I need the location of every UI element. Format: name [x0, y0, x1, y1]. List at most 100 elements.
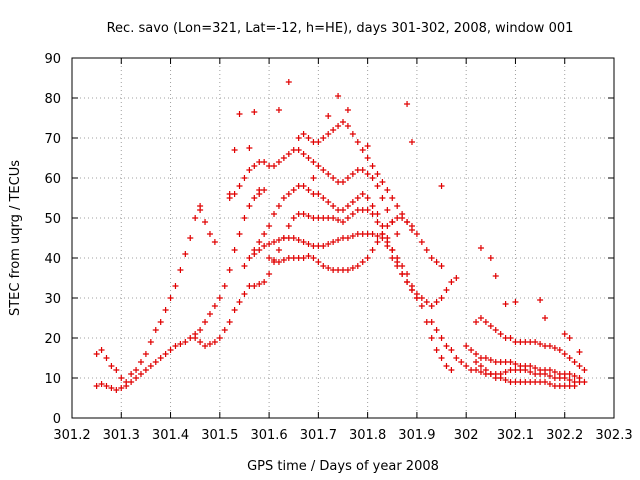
data-point: [335, 123, 342, 129]
data-point: [320, 135, 327, 141]
data-point: [463, 343, 470, 349]
data-point: [280, 155, 287, 161]
data-point: [157, 319, 164, 325]
data-point: [197, 327, 204, 333]
data-point: [340, 119, 346, 125]
data-point: [137, 371, 144, 377]
data-point: [369, 203, 376, 209]
data-point: [182, 339, 189, 345]
x-tick-label: 301.4: [152, 428, 189, 443]
data-point: [374, 239, 381, 245]
data-point: [487, 255, 494, 261]
data-point: [167, 347, 174, 353]
data-point: [453, 275, 460, 281]
x-tick-label: 301.7: [300, 428, 337, 443]
data-point: [118, 385, 125, 391]
data-point: [384, 207, 391, 213]
data-point: [477, 245, 484, 251]
data-point: [408, 139, 415, 145]
data-point: [576, 375, 583, 381]
data-point: [433, 259, 440, 265]
data-point: [571, 383, 578, 389]
data-point: [251, 195, 258, 201]
data-point: [354, 139, 361, 145]
data-point: [182, 251, 189, 257]
data-point: [300, 239, 307, 245]
x-tick-label: 302.1: [497, 428, 534, 443]
data-point: [93, 351, 100, 357]
data-point: [133, 367, 140, 373]
data-point: [477, 315, 484, 321]
data-point: [384, 223, 391, 229]
data-point: [271, 257, 278, 263]
data-point: [532, 365, 539, 371]
data-point: [384, 187, 391, 193]
y-tick-label: 10: [44, 372, 61, 387]
data-point: [261, 159, 268, 165]
data-point: [103, 383, 110, 389]
data-point: [266, 271, 273, 277]
data-point: [241, 175, 248, 181]
data-point: [487, 357, 494, 363]
x-tick-label: 301.6: [250, 428, 287, 443]
data-point: [423, 247, 430, 253]
data-point: [330, 215, 337, 221]
data-point: [413, 295, 420, 301]
data-point: [374, 211, 381, 217]
data-point: [527, 369, 534, 375]
data-point: [581, 379, 588, 385]
data-point: [325, 171, 332, 177]
data-point: [359, 191, 366, 197]
data-point: [256, 187, 263, 193]
data-point: [310, 159, 317, 165]
data-point: [290, 215, 297, 221]
data-point: [315, 191, 322, 197]
data-point: [137, 359, 144, 365]
data-point: [211, 303, 218, 309]
data-point: [458, 359, 465, 365]
data-point: [285, 223, 292, 229]
data-point: [128, 371, 135, 377]
data-point: [320, 243, 327, 249]
data-point: [226, 267, 233, 273]
data-point: [192, 215, 199, 221]
data-point: [275, 203, 282, 209]
data-point: [113, 387, 120, 393]
data-point: [428, 335, 435, 341]
data-point: [241, 215, 248, 221]
data-point: [98, 347, 105, 353]
data-point: [246, 203, 253, 209]
data-point: [374, 183, 381, 189]
data-point: [448, 347, 455, 353]
data-point: [571, 359, 578, 365]
data-point: [404, 271, 411, 277]
data-point: [295, 147, 302, 153]
data-point: [349, 265, 356, 271]
data-point: [453, 355, 460, 361]
data-point: [379, 231, 386, 237]
data-point: [482, 355, 489, 361]
data-point: [537, 297, 544, 303]
data-point: [477, 369, 484, 375]
data-point: [546, 367, 553, 373]
data-point: [261, 231, 268, 237]
data-point: [285, 151, 292, 157]
y-tick-label: 40: [44, 252, 61, 267]
data-point: [349, 171, 356, 177]
data-point: [325, 113, 332, 119]
data-point: [275, 237, 282, 243]
data-point: [404, 279, 411, 285]
data-point: [330, 127, 337, 133]
data-point: [330, 239, 337, 245]
data-point: [344, 175, 351, 181]
data-point: [300, 255, 307, 261]
data-point: [211, 239, 218, 245]
data-point: [206, 231, 213, 237]
data-point: [325, 265, 332, 271]
chart-title: Rec. savo (Lon=321, Lat=-12, h=HE), days…: [107, 21, 574, 36]
stec-track-8: [295, 119, 415, 233]
data-point: [300, 211, 307, 217]
data-point: [157, 355, 164, 361]
data-point: [256, 247, 263, 253]
stec-track-2: [93, 187, 268, 393]
